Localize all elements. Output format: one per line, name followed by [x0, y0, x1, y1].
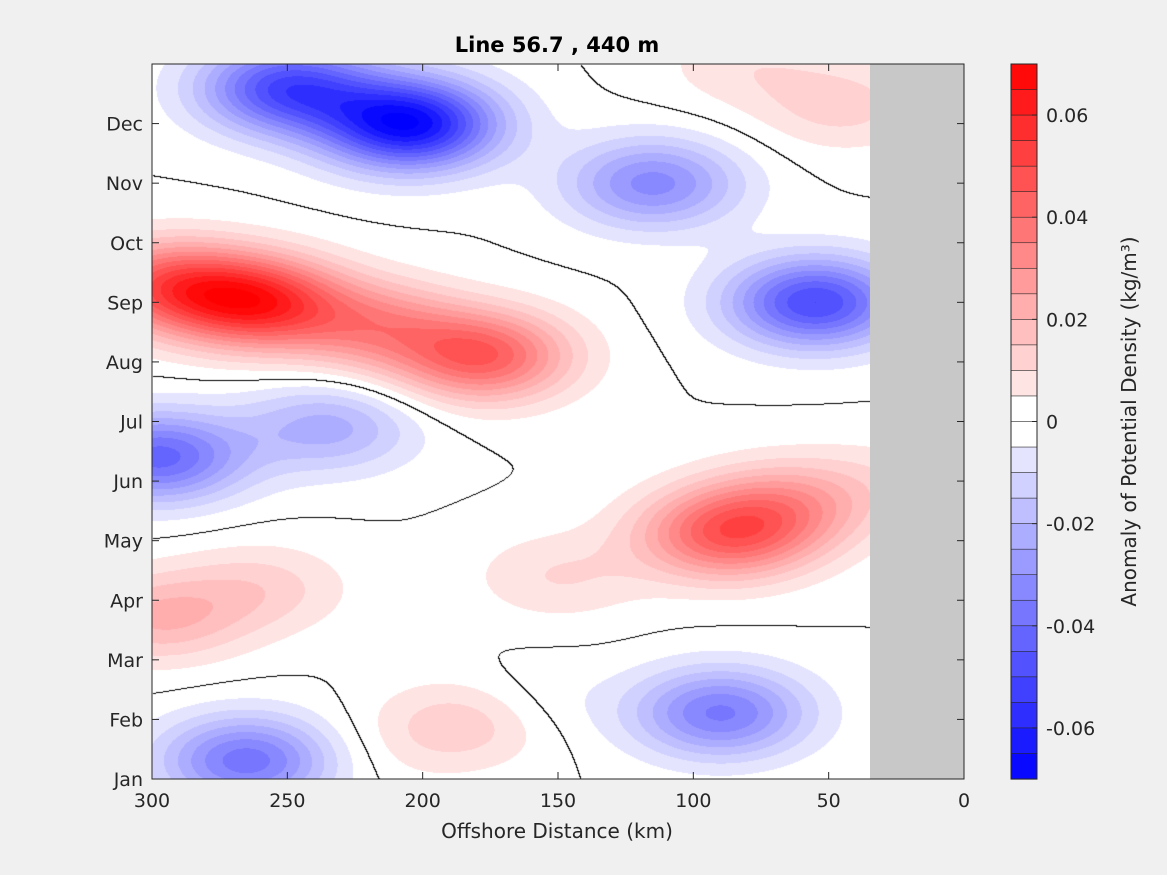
y-axis: Jan Feb Mar Apr May Jun Jul Aug Sep Oct Nov Dec	[104, 114, 964, 791]
x-tick-label: 250	[269, 790, 305, 812]
x-tick-label: 0	[958, 790, 970, 812]
colorbar-segment	[1010, 676, 1038, 703]
colorbar-segment	[1010, 165, 1038, 193]
y-tick-label: Oct	[110, 233, 143, 255]
anomaly-contour-field	[152, 64, 870, 779]
colorbar-segment	[1010, 293, 1038, 320]
colorbar-segment	[1010, 472, 1038, 499]
y-tick-label: Jun	[112, 471, 143, 493]
x-tick-label: 50	[817, 790, 841, 812]
colorbar-segment	[1010, 370, 1038, 397]
y-tick-label: Dec	[106, 114, 143, 136]
colorbar-tick-label: -0.02	[1046, 514, 1095, 536]
x-tick-label: 100	[675, 790, 711, 812]
colorbar-tick-label: 0.04	[1046, 207, 1088, 229]
y-tick-label: Sep	[107, 292, 143, 314]
x-tick-label: 300	[134, 790, 170, 812]
y-tick-label: Feb	[109, 709, 143, 731]
x-axis-label: Offshore Distance (km)	[441, 819, 673, 843]
colorbar-segment	[1010, 216, 1038, 244]
colorbar-segment	[1010, 599, 1038, 627]
colorbar-tick-label: 0.06	[1046, 105, 1088, 127]
colorbar-tick-label: -0.04	[1046, 616, 1095, 638]
colorbar-segment	[1010, 574, 1038, 601]
x-axis: 300 250 200 150 100 50 0	[134, 64, 970, 812]
colorbar-segment	[1010, 446, 1038, 474]
colorbar: 0.06 0.04 0.02 0 -0.02 -0.04 -0.06 Anomaly of …	[1010, 63, 1141, 780]
colorbar-segment	[1010, 344, 1038, 372]
colorbar-segment	[1010, 523, 1038, 550]
colorbar-ticks: 0.06 0.04 0.02 0 -0.02 -0.04 -0.06	[1032, 105, 1095, 740]
colorbar-segment	[1010, 89, 1038, 116]
y-tick-label: Jan	[113, 769, 143, 791]
colorbar-segment	[1010, 191, 1038, 218]
colorbar-segment	[1010, 651, 1038, 678]
colorbar-segment	[1010, 395, 1038, 423]
colorbar-segment	[1010, 497, 1038, 525]
no-data-region	[870, 64, 964, 779]
colorbar-segment	[1010, 319, 1038, 346]
colorbar-segment	[1010, 625, 1038, 652]
colorbar-tick-label: -0.06	[1046, 718, 1095, 740]
colorbar-segment	[1010, 421, 1038, 448]
colorbar-tick-label: 0.02	[1046, 309, 1088, 331]
x-tick-label: 200	[405, 790, 441, 812]
colorbar-label: Anomaly of Potential Density (kg/m³)	[1117, 236, 1141, 606]
y-tick-label: Mar	[107, 650, 143, 672]
colorbar-segment	[1010, 63, 1038, 91]
y-tick-label: Nov	[106, 173, 143, 195]
colorbar-segment	[1010, 548, 1038, 576]
colorbar-segment	[1010, 140, 1038, 167]
colorbar-segment	[1010, 753, 1038, 780]
chart-title: Line 56.7 , 440 m	[455, 33, 660, 57]
y-tick-label: Apr	[110, 590, 143, 612]
y-tick-label: Aug	[106, 352, 143, 374]
colorbar-segment	[1010, 702, 1038, 729]
x-tick-label: 150	[540, 790, 576, 812]
colorbar-segment	[1010, 267, 1038, 295]
colorbar-tick-label: 0	[1046, 412, 1058, 434]
colorbar-segment	[1010, 114, 1038, 142]
y-tick-label: Jul	[119, 412, 143, 434]
colorbar-frame	[1010, 63, 1038, 780]
colorbar-segment	[1010, 242, 1038, 269]
colorbar-segment	[1010, 727, 1038, 755]
y-tick-label: May	[104, 531, 143, 553]
plot-area	[151, 63, 965, 780]
